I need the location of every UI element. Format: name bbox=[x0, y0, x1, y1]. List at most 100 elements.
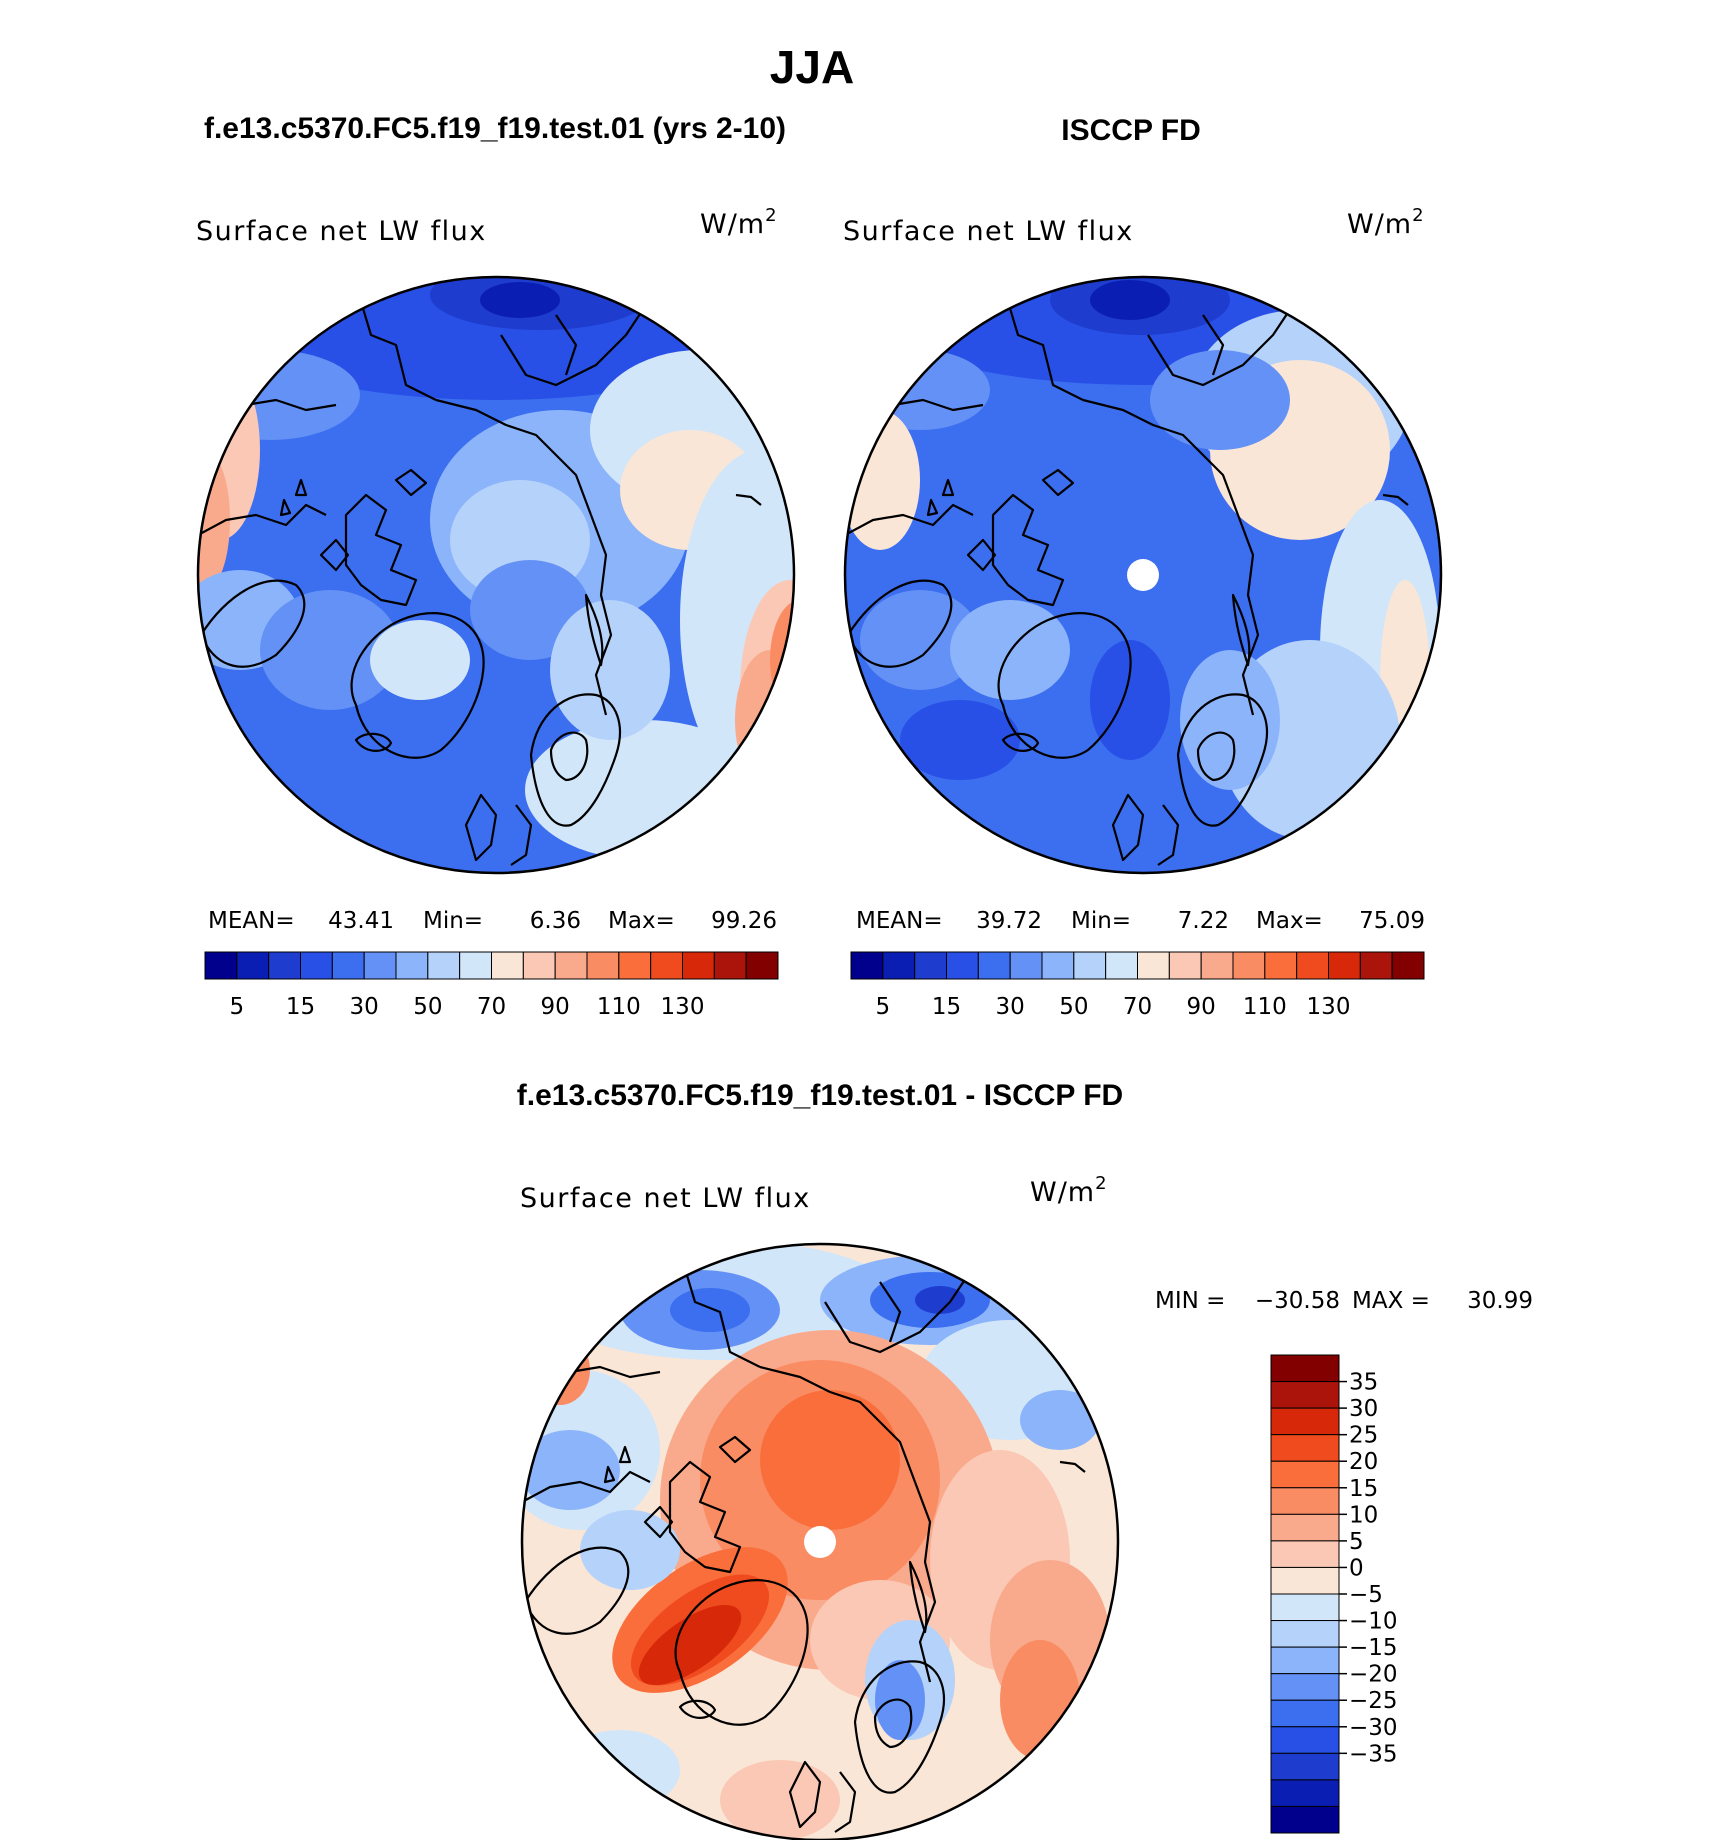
diff-units-label: W/m2 bbox=[1030, 1173, 1108, 1208]
diff-colorbar-tick-label: 35 bbox=[1349, 1370, 1378, 1396]
diff-colorbar-swatch bbox=[1270, 1752, 1340, 1781]
model-map-panel: Surface net LW flux W/m2 bbox=[196, 205, 796, 1020]
obs-pole-hole bbox=[1127, 559, 1159, 591]
diff-colorbar-swatch bbox=[1270, 1779, 1340, 1807]
model-colorbar-swatch bbox=[713, 951, 747, 980]
model-colorbar-tick-label: 130 bbox=[661, 994, 705, 1020]
diff-colorbar-swatch bbox=[1270, 1673, 1340, 1701]
obs-colorbar-swatch bbox=[977, 951, 1011, 980]
diff-colorbar-swatch bbox=[1270, 1381, 1340, 1409]
diff-colorbar-tick-label: 5 bbox=[1349, 1529, 1364, 1555]
obs-map-border bbox=[843, 275, 1443, 875]
diff-colorbar-swatch bbox=[1270, 1726, 1340, 1754]
diff-colorbar-swatch bbox=[1270, 1699, 1340, 1728]
obs-max-value: 75.09 bbox=[1359, 908, 1425, 934]
model-colorbar: 5 15 30 50 70 90 110 130 bbox=[204, 951, 779, 1020]
diff-variable-label: Surface net LW flux bbox=[520, 1183, 811, 1214]
diff-colorbar-swatch bbox=[1270, 1620, 1340, 1648]
obs-colorbar-tick-label: 15 bbox=[932, 994, 961, 1020]
obs-colorbar-swatch bbox=[914, 951, 948, 980]
model-map-border bbox=[196, 275, 796, 875]
diff-colorbar-tick-label: −25 bbox=[1349, 1688, 1398, 1714]
obs-colorbar-swatch bbox=[1296, 951, 1329, 980]
obs-colorbar-swatch bbox=[1328, 951, 1361, 980]
diff-colorbar-tick-label: 25 bbox=[1349, 1423, 1378, 1449]
diff-colorbar-tick-label: −10 bbox=[1349, 1609, 1398, 1635]
obs-colorbar-swatch bbox=[1137, 951, 1170, 980]
season-title: JJA bbox=[770, 41, 854, 93]
model-max-label: Max= bbox=[608, 908, 675, 934]
obs-colorbar-swatch bbox=[1391, 951, 1425, 980]
obs-colorbar-tick-label: 110 bbox=[1243, 994, 1287, 1020]
model-colorbar-swatch bbox=[459, 951, 492, 980]
obs-colorbar-swatch bbox=[882, 951, 916, 980]
diff-colorbar-swatch bbox=[1270, 1513, 1340, 1542]
diff-colorbar-tick-label: 10 bbox=[1349, 1502, 1378, 1528]
diff-colorbar-tick-label: −5 bbox=[1349, 1582, 1383, 1608]
diff-colorbar-tick-label: 0 bbox=[1349, 1555, 1364, 1581]
diff-map-border bbox=[520, 1242, 1120, 1840]
model-colorbar-swatch bbox=[204, 951, 238, 980]
diff-pole-hole bbox=[804, 1526, 836, 1558]
model-colorbar-tick-label: 5 bbox=[230, 994, 245, 1020]
model-colorbar-swatch bbox=[586, 951, 620, 980]
diff-colorbar-tick-label: −15 bbox=[1349, 1635, 1398, 1661]
model-colorbar-swatch bbox=[745, 951, 779, 980]
obs-colorbar: 5 15 30 50 70 90 110 130 bbox=[850, 951, 1425, 1020]
obs-colorbar-swatch bbox=[1200, 951, 1234, 980]
diff-map-panel: Surface net LW flux W/m2 bbox=[520, 1173, 1533, 1840]
obs-colorbar-tick-label: 90 bbox=[1187, 994, 1216, 1020]
model-colorbar-swatch bbox=[300, 951, 333, 980]
model-colorbar-tick-label: 15 bbox=[286, 994, 315, 1020]
model-min-label: Min= bbox=[423, 908, 483, 934]
diff-colorbar-tick-label: −30 bbox=[1349, 1715, 1398, 1741]
obs-colorbar-swatch bbox=[1009, 951, 1043, 980]
obs-mean-value: 39.72 bbox=[976, 908, 1042, 934]
diff-colorbar-tick-label: 30 bbox=[1349, 1396, 1378, 1422]
obs-mean-label: MEAN= bbox=[856, 908, 943, 934]
obs-units-label: W/m2 bbox=[1347, 205, 1425, 240]
obs-panel-title: ISCCP FD bbox=[1061, 114, 1200, 147]
diff-panel-title: f.e13.c5370.FC5.f19_f19.test.01 - ISCCP … bbox=[517, 1079, 1123, 1112]
model-colorbar-tick-label: 50 bbox=[413, 994, 442, 1020]
obs-colorbar-tick-label: 130 bbox=[1307, 994, 1351, 1020]
model-colorbar-tick-label: 30 bbox=[350, 994, 379, 1020]
model-colorbar-swatch bbox=[618, 951, 652, 980]
obs-max-label: Max= bbox=[1256, 908, 1323, 934]
obs-colorbar-swatch bbox=[946, 951, 979, 980]
model-colorbar-tick-label: 90 bbox=[541, 994, 570, 1020]
model-max-value: 99.26 bbox=[711, 908, 777, 934]
diff-max-value: 30.99 bbox=[1467, 1288, 1533, 1314]
model-colorbar-swatch bbox=[395, 951, 429, 980]
model-colorbar-swatch bbox=[427, 951, 461, 980]
model-mean-label: MEAN= bbox=[208, 908, 295, 934]
diff-colorbar-swatch bbox=[1270, 1354, 1340, 1383]
diff-colorbar-swatch bbox=[1270, 1407, 1340, 1436]
obs-colorbar-swatch bbox=[1105, 951, 1138, 980]
diff-stats: MIN = −30.58 MAX = 30.99 bbox=[1155, 1288, 1533, 1314]
obs-polar-map bbox=[845, 277, 1441, 873]
obs-colorbar-swatch bbox=[850, 951, 884, 980]
model-stats: MEAN= 43.41 Min= 6.36 Max= 99.26 bbox=[208, 908, 777, 934]
obs-variable-label: Surface net LW flux bbox=[843, 216, 1134, 247]
obs-colorbar-tick-label: 30 bbox=[996, 994, 1025, 1020]
diff-colorbar-swatch bbox=[1270, 1593, 1340, 1622]
obs-colorbar-swatch bbox=[1359, 951, 1393, 980]
obs-colorbar-swatch bbox=[1168, 951, 1202, 980]
model-colorbar-swatch bbox=[682, 951, 715, 980]
model-colorbar-swatch bbox=[236, 951, 270, 980]
obs-colorbar-tick-label: 5 bbox=[876, 994, 891, 1020]
obs-colorbar-tick-label: 50 bbox=[1059, 994, 1088, 1020]
model-panel-title: f.e13.c5370.FC5.f19_f19.test.01 (yrs 2-1… bbox=[204, 112, 786, 145]
obs-colorbar-swatch bbox=[1232, 951, 1266, 980]
model-min-value: 6.36 bbox=[530, 908, 581, 934]
diff-colorbar-swatch bbox=[1270, 1646, 1340, 1675]
diff-min-value: −30.58 bbox=[1255, 1288, 1340, 1314]
obs-colorbar-tick-label: 70 bbox=[1123, 994, 1152, 1020]
model-units-label: W/m2 bbox=[700, 205, 778, 240]
model-colorbar-swatch bbox=[491, 951, 524, 980]
model-colorbar-swatch bbox=[554, 951, 588, 980]
model-colorbar-swatch bbox=[363, 951, 397, 980]
